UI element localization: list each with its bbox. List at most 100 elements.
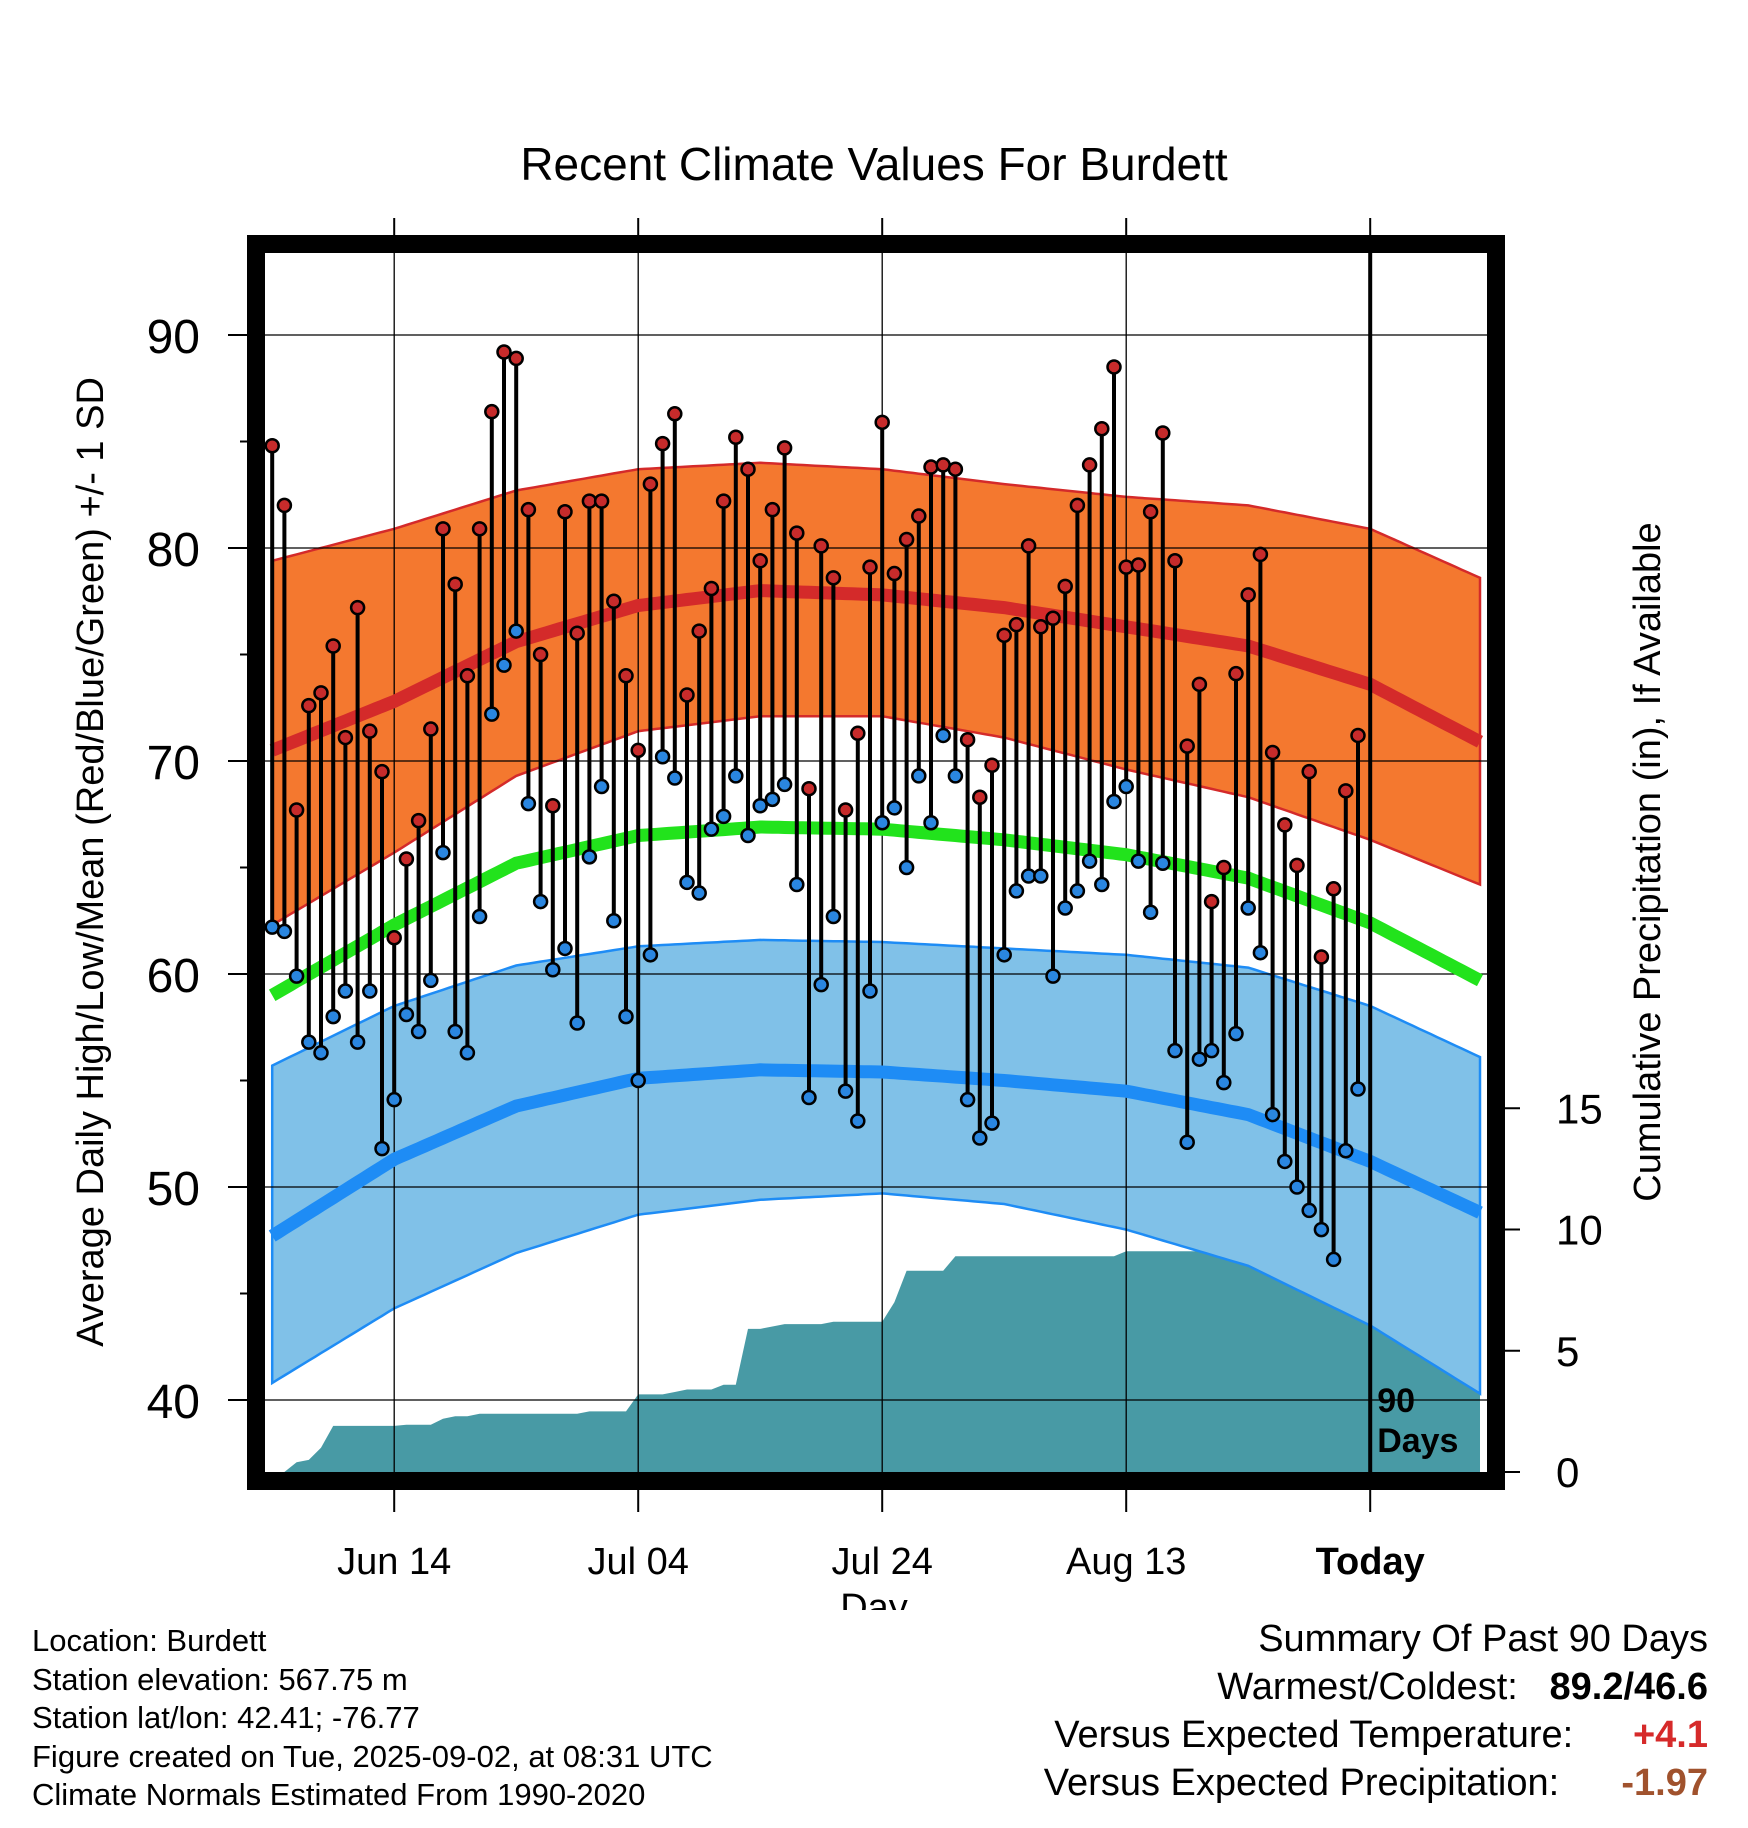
- daily-high-point: [1191, 676, 1208, 693]
- daily-low-point: [764, 791, 781, 808]
- daily-high-point: [1167, 553, 1183, 569]
- location-text: Location: Burdett: [32, 1623, 267, 1658]
- daily-low-point: [288, 968, 305, 984]
- daily-low-point: [996, 947, 1012, 963]
- daily-high-point: [801, 780, 817, 797]
- daily-low-point: [1179, 1134, 1195, 1151]
- daily-low-point: [740, 827, 756, 844]
- daily-low-point: [569, 1015, 585, 1031]
- high-sd-band: [270, 461, 1482, 928]
- daily-low-point: [642, 947, 659, 963]
- daily-low-point: [959, 1091, 976, 1108]
- daily-low-point: [435, 844, 451, 861]
- daily-low-point: [313, 1045, 329, 1061]
- daily-high-point: [276, 497, 293, 514]
- daily-low-point: [1301, 1202, 1317, 1219]
- summary-panel: Summary Of Past 90 Days Warmest/Coldest:…: [1044, 1615, 1708, 1807]
- y2-tick-label: 15: [1556, 1085, 1603, 1132]
- normal-lines-layer: [268, 584, 1484, 1242]
- daily-high-point: [728, 429, 744, 445]
- precip-value: -1.97: [1621, 1762, 1708, 1804]
- daily-low-point: [423, 972, 439, 989]
- daily-low-point: [447, 1023, 463, 1040]
- daily-low-point: [703, 821, 720, 837]
- daily-low-point: [752, 797, 768, 814]
- daily-low-point: [1008, 883, 1025, 899]
- daily-low-point: [459, 1045, 476, 1061]
- daily-high-point: [1155, 425, 1171, 441]
- daily-high-point: [630, 742, 646, 759]
- daily-low-point: [1203, 1042, 1220, 1059]
- daily-high-point: [313, 685, 329, 701]
- daily-high-point: [1179, 738, 1195, 754]
- y2-axis-label: Cumulative Precipitation (in), If Availa…: [1627, 522, 1669, 1201]
- y2-tick-label: 10: [1556, 1207, 1603, 1254]
- plot-area: [264, 250, 1487, 1472]
- daily-high-point: [301, 697, 317, 714]
- daily-high-point: [1142, 504, 1159, 520]
- temp-label: Versus Expected Temperature:: [1054, 1714, 1574, 1756]
- daily-low-point: [484, 706, 500, 722]
- daily-high-point: [825, 570, 842, 586]
- daily-high-point: [1106, 359, 1122, 375]
- daily-high-point: [691, 623, 707, 639]
- daily-low-point: [1289, 1179, 1305, 1195]
- daily-low-point: [581, 849, 598, 865]
- daily-high-point: [606, 593, 622, 609]
- daily-low-point: [520, 795, 537, 812]
- daily-low-point: [1069, 883, 1086, 899]
- daily-low-point: [337, 983, 354, 999]
- temp-value: +4.1: [1632, 1714, 1708, 1756]
- daily-high-point: [1081, 457, 1098, 473]
- daily-dots-layer: [264, 344, 1366, 1268]
- daily-low-point: [935, 727, 951, 744]
- daily-high-point: [264, 438, 280, 454]
- daily-low-point: [1045, 968, 1061, 984]
- daily-high-point: [862, 559, 878, 575]
- y2-tick-label: 0: [1556, 1449, 1579, 1496]
- y-tick-label: 90: [147, 311, 200, 364]
- daily-low-point: [825, 908, 842, 925]
- x-tick-label: Today: [1316, 1541, 1425, 1583]
- daily-high-point: [1045, 610, 1061, 627]
- daily-low-point: [923, 815, 939, 831]
- daily-low-point: [349, 1034, 366, 1050]
- daily-low-point: [654, 748, 671, 765]
- daily-high-point: [447, 576, 463, 592]
- daily-high-point: [325, 638, 341, 654]
- daily-low-point: [776, 776, 793, 793]
- daily-high-point: [1325, 881, 1342, 897]
- precip-row: Versus Expected Precipitation: -1.97: [1044, 1759, 1708, 1807]
- daily-high-point: [484, 403, 500, 420]
- daily-low-point: [1155, 855, 1171, 871]
- daily-high-point: [764, 501, 781, 518]
- daily-high-point: [1338, 783, 1354, 799]
- daily-high-point: [1069, 497, 1086, 514]
- daily-high-point: [715, 493, 732, 509]
- daily-low-point: [1106, 793, 1122, 810]
- daily-low-point: [508, 623, 524, 639]
- daily-low-point: [545, 961, 561, 978]
- y2-tick-label: 5: [1556, 1328, 1579, 1375]
- daily-low-point: [532, 893, 549, 910]
- daily-low-point: [837, 1083, 854, 1099]
- daily-high-point: [850, 725, 866, 742]
- normal-low-line: [268, 1063, 1483, 1242]
- daily-high-point: [898, 531, 915, 548]
- daily-low-point: [1118, 778, 1134, 795]
- x-tick-label: Aug 13: [1066, 1541, 1186, 1583]
- daily-high-point: [520, 501, 537, 518]
- daily-high-point: [1240, 587, 1256, 603]
- daily-low-point: [1264, 1106, 1281, 1123]
- daily-high-point: [740, 461, 756, 477]
- daily-high-point: [557, 504, 573, 520]
- daily-low-point: [1228, 1025, 1244, 1042]
- daily-low-point: [1350, 1081, 1366, 1097]
- axes-layer: 40 50 60 70 80 90 0 5 10 15 Jun 14 Jul 04 Jul 24 Aug …: [147, 218, 1603, 1583]
- daily-high-point: [1094, 420, 1110, 437]
- daily-low-point: [398, 1006, 415, 1023]
- latlon-text: Station lat/lon: 42.41; -76.77: [32, 1700, 420, 1735]
- daily-high-point: [496, 344, 512, 360]
- daily-low-point: [789, 876, 805, 893]
